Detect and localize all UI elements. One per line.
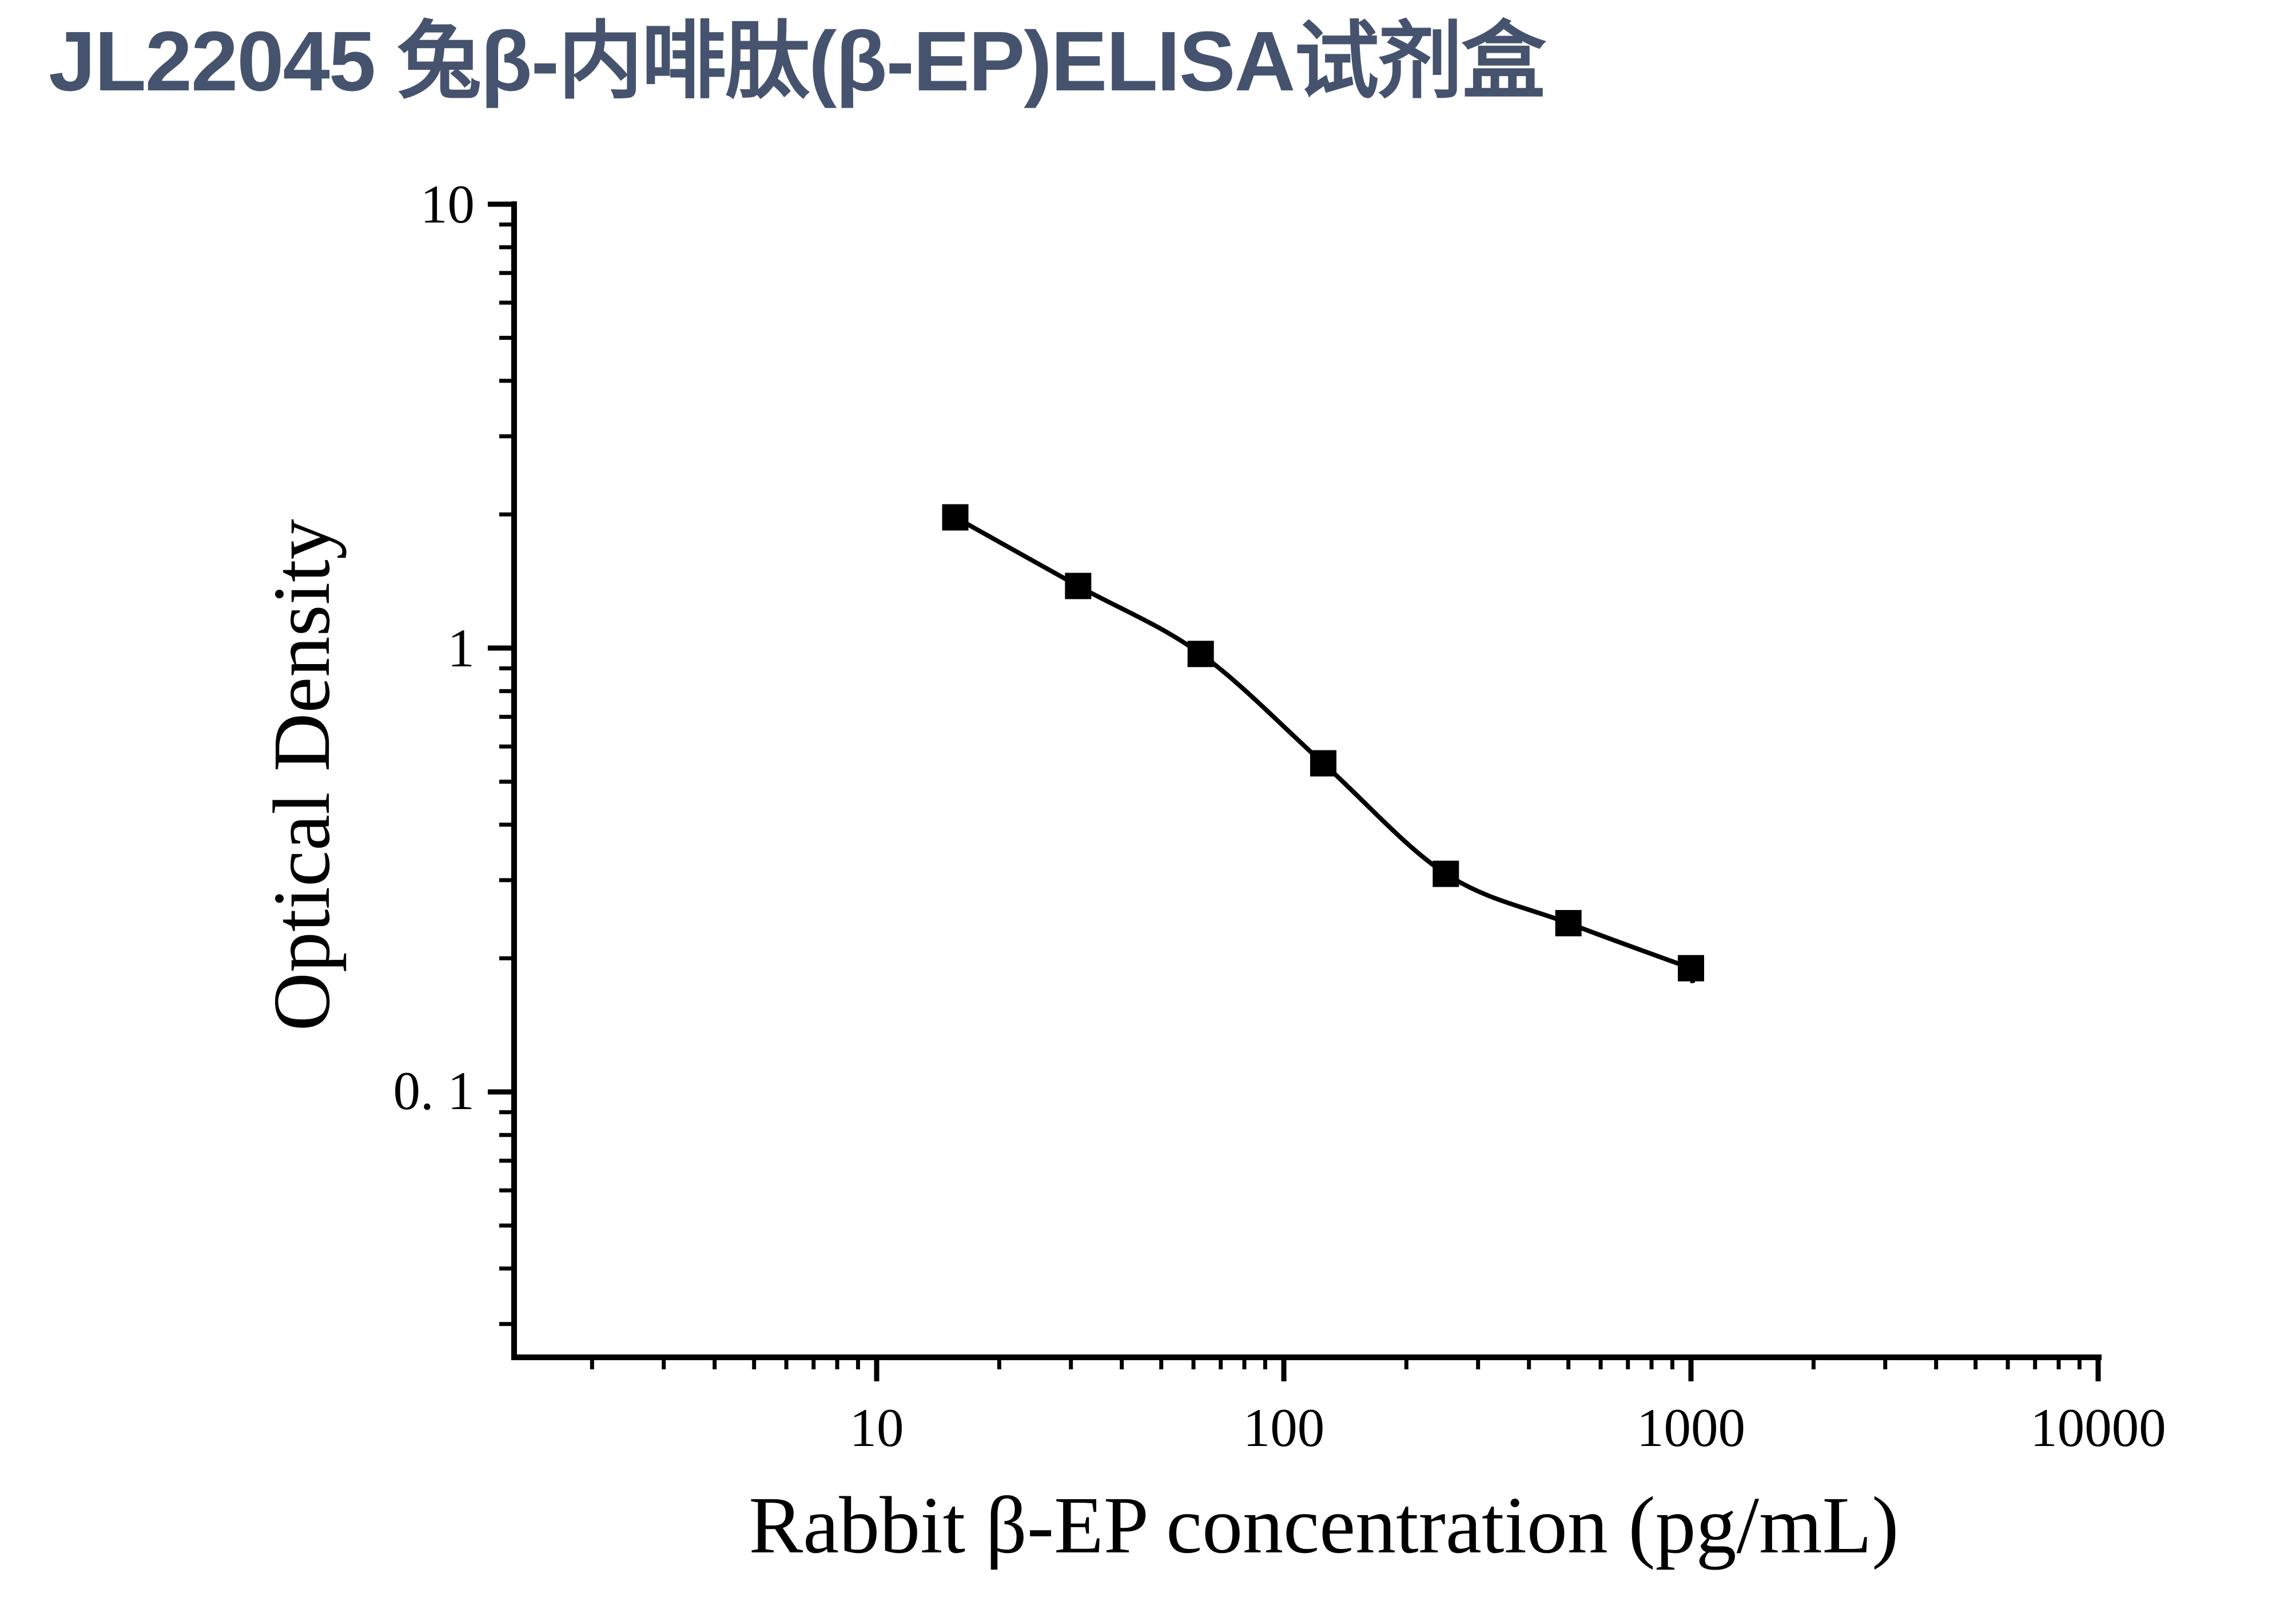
data-point-marker [1310, 750, 1336, 777]
y-axis-tick-label-1: 1 [447, 618, 475, 678]
y-axis-tick-label-10: 10 [420, 174, 475, 235]
axis-lines [511, 201, 2102, 1360]
data-point-marker [1432, 860, 1459, 887]
x-axis-tick-label-1000: 1000 [1637, 1397, 1745, 1458]
data-point-marker [1678, 955, 1704, 982]
data-point-marker [1555, 909, 1582, 936]
y-axis-tick-label-0.1: 0. 1 [393, 1060, 475, 1121]
x-axis-tick-label-100: 100 [1243, 1397, 1325, 1458]
page-title: JL22045 兔β-内啡肽(β-EP)ELISA试剂盒 [49, 14, 1546, 109]
data-point-marker [1065, 573, 1092, 599]
data-point-marker [942, 504, 969, 531]
x-axis-tick-label-10000: 10000 [2030, 1397, 2166, 1458]
data-point-marker [1187, 641, 1214, 668]
x-axis-title: Rabbit β-EP concentration (pg/mL) [749, 1480, 1899, 1570]
y-axis-title: Optical Density [256, 519, 347, 1031]
x-axis-tick-label-10: 10 [849, 1397, 904, 1458]
